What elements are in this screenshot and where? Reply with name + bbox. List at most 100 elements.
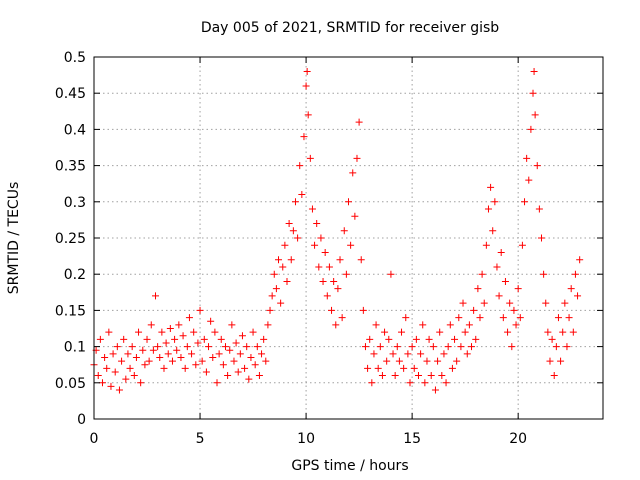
- data-point: [296, 162, 304, 170]
- data-point: [303, 67, 311, 75]
- data-point: [113, 343, 121, 351]
- y-tick-label: 0.5: [64, 50, 86, 66]
- data-point: [406, 379, 414, 387]
- data-point: [431, 386, 439, 394]
- data-point: [298, 191, 306, 199]
- data-point: [111, 368, 119, 376]
- data-point: [412, 335, 420, 343]
- data-point: [489, 227, 497, 235]
- data-point: [372, 321, 380, 329]
- data-point: [238, 332, 246, 340]
- data-point: [468, 343, 476, 351]
- data-point: [334, 285, 342, 293]
- data-point: [404, 350, 412, 358]
- data-point: [255, 372, 263, 380]
- data-point: [264, 321, 272, 329]
- data-point: [370, 350, 378, 358]
- data-point: [565, 314, 573, 322]
- data-point: [135, 328, 143, 336]
- data-point: [166, 325, 174, 332]
- data-point: [122, 375, 130, 383]
- data-point: [319, 277, 327, 285]
- x-tick-label: 10: [297, 431, 315, 447]
- data-point: [557, 357, 565, 365]
- data-point: [442, 379, 450, 387]
- data-point: [245, 375, 253, 383]
- data-point: [173, 346, 181, 354]
- data-point: [196, 306, 204, 314]
- data-point: [291, 198, 299, 206]
- data-point: [188, 350, 196, 358]
- data-point: [561, 299, 569, 307]
- data-point: [194, 339, 202, 347]
- data-point: [281, 241, 289, 249]
- data-point: [160, 364, 168, 372]
- data-point: [357, 256, 365, 264]
- data-point: [393, 343, 401, 351]
- data-point: [137, 379, 145, 387]
- data-point: [364, 364, 372, 372]
- y-axis-label: SRMTID / TECUs: [6, 182, 22, 295]
- y-tick-label: 0.35: [55, 159, 86, 175]
- y-tick-label: 0.05: [55, 376, 86, 392]
- data-point: [302, 82, 310, 90]
- data-point: [152, 292, 160, 300]
- data-point: [402, 314, 410, 322]
- data-point: [530, 67, 538, 75]
- data-point: [304, 111, 312, 119]
- data-point: [574, 292, 582, 300]
- data-point: [523, 154, 531, 162]
- data-point: [279, 263, 287, 271]
- data-point: [374, 364, 382, 372]
- data-point: [205, 343, 213, 351]
- data-point: [529, 89, 537, 97]
- data-point: [512, 321, 520, 329]
- data-point: [569, 328, 577, 336]
- data-point: [423, 357, 431, 365]
- data-point: [476, 314, 484, 322]
- data-point: [168, 357, 176, 365]
- data-point: [330, 277, 338, 285]
- data-point: [521, 198, 529, 206]
- data-point: [385, 335, 393, 343]
- data-point: [455, 314, 463, 322]
- data-point: [200, 335, 208, 343]
- data-point: [459, 299, 467, 307]
- data-point: [258, 350, 266, 358]
- x-axis-label: GPS time / hours: [291, 458, 408, 474]
- data-point: [408, 343, 416, 351]
- data-point: [387, 270, 395, 278]
- data-point: [410, 364, 418, 372]
- points-layer: [90, 67, 584, 394]
- data-point: [232, 339, 240, 347]
- y-tick-label: 0.15: [55, 303, 86, 319]
- data-point: [518, 241, 526, 249]
- data-point: [546, 357, 554, 365]
- data-point: [221, 343, 229, 351]
- ticks-layer: [93, 56, 603, 420]
- data-point: [145, 357, 153, 365]
- data-point: [96, 335, 104, 343]
- data-point: [253, 343, 261, 351]
- data-point: [516, 314, 524, 322]
- data-point: [325, 263, 333, 271]
- data-point: [389, 350, 397, 358]
- data-point: [345, 198, 352, 206]
- data-point: [540, 270, 548, 278]
- data-point: [317, 234, 325, 242]
- data-point: [381, 328, 389, 336]
- data-point: [294, 234, 302, 242]
- data-point: [285, 220, 293, 228]
- data-point: [251, 361, 259, 369]
- data-point: [457, 343, 465, 351]
- data-point: [383, 357, 391, 365]
- data-point: [398, 328, 406, 336]
- data-point: [183, 343, 191, 351]
- data-point: [202, 368, 210, 376]
- data-point: [451, 335, 459, 343]
- data-point: [376, 343, 384, 351]
- data-point: [552, 343, 560, 351]
- data-point: [453, 357, 461, 365]
- y-tick-label: 0.3: [64, 195, 86, 211]
